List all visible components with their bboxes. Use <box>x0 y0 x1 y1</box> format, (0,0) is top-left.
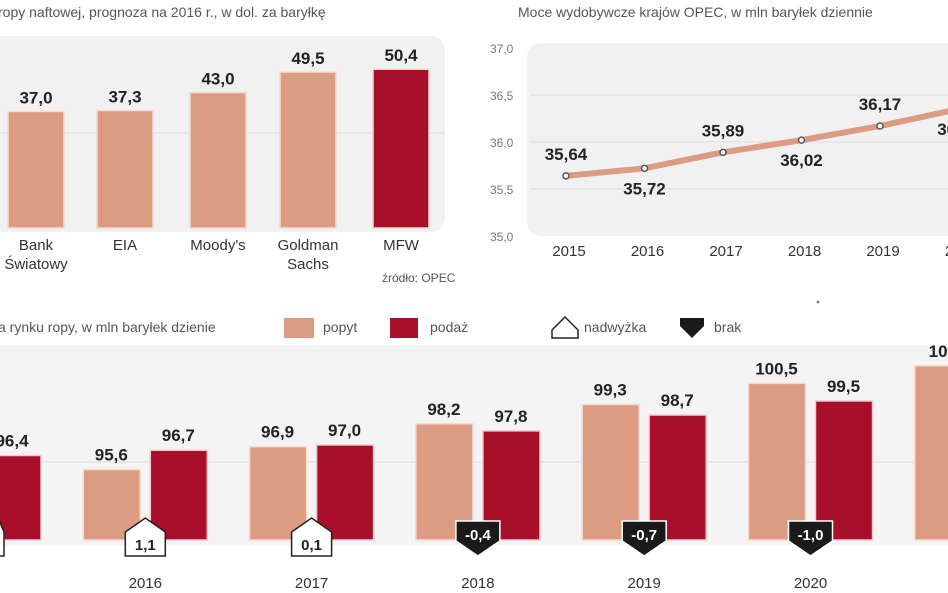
balance-label: -0,4 <box>465 527 492 544</box>
series-line <box>565 108 948 179</box>
bar-value-label: 101 <box>929 342 948 361</box>
balance-label: 0,1 <box>301 537 322 554</box>
bar-value-label: 100,5 <box>755 359 798 378</box>
category-label: Goldman <box>278 237 339 254</box>
bar-2 <box>189 91 247 229</box>
data-label: 36,35 <box>937 120 948 139</box>
bar-value-label: 97,0 <box>328 421 361 440</box>
legend-label-popyt: popyt <box>323 319 357 335</box>
data-point <box>797 136 806 144</box>
bar-podaz <box>0 454 42 541</box>
bar-value-label: 98,2 <box>427 400 460 419</box>
data-point <box>640 164 649 173</box>
x-tick-label: 2017 <box>295 575 328 592</box>
y-tick-label: 36,5 <box>490 89 514 103</box>
chart3-title: a rynku ropy, w mln baryłek dzienie <box>0 319 216 335</box>
deficit-icon <box>621 520 667 557</box>
legend-label-podaz: podaż <box>430 319 468 335</box>
x-tick-label: 2019 <box>866 243 899 260</box>
bar-4 <box>372 68 430 229</box>
x-tick-label: 2016 <box>631 243 664 260</box>
category-label: Światowy <box>4 255 68 273</box>
bar-popyt <box>747 382 807 541</box>
data-label: 36,17 <box>859 95 902 114</box>
y-tick-label: 36,0 <box>490 136 514 150</box>
bar-3 <box>279 71 337 229</box>
surplus-icon <box>551 315 579 339</box>
x-tick-label: 2020 <box>794 575 827 592</box>
bar-value-label: 99,5 <box>827 377 860 396</box>
bar-value-label: 37,0 <box>19 88 52 107</box>
x-tick-label: 2017 <box>709 243 742 260</box>
data-point <box>562 172 570 180</box>
bar-value-label: 96,4 <box>0 432 29 451</box>
balance-label: -0,7 <box>631 527 657 544</box>
bar-value-label: 43,0 <box>201 70 234 89</box>
bar-popyt <box>914 365 948 541</box>
data-label: 35,72 <box>623 179 666 198</box>
x-tick-label: 2015 <box>552 243 585 260</box>
data-label: 35,64 <box>545 145 588 164</box>
bar-1 <box>96 109 154 229</box>
deficit-icon <box>680 318 704 338</box>
x-tick-label: 2020 <box>945 243 948 260</box>
bar-podaz <box>814 400 874 541</box>
data-point <box>876 122 884 130</box>
category-label: Sachs <box>287 256 329 273</box>
bar-value-label: 49,5 <box>291 49 324 68</box>
legend-label-deficit: brak <box>714 319 742 335</box>
surplus-icon <box>124 517 167 557</box>
surplus-icon <box>290 517 333 557</box>
y-tick-label: 37,0 <box>490 42 514 56</box>
data-label: 36,02 <box>780 151 823 170</box>
bar-value-label: 50,4 <box>384 46 418 65</box>
data-label: 35,89 <box>702 121 745 140</box>
bar-value-label: 96,7 <box>162 426 195 445</box>
bar-popyt <box>248 445 308 541</box>
bar-value-label: 95,6 <box>95 446 128 465</box>
x-tick-label: 2018 <box>461 575 494 592</box>
bar-podaz <box>648 414 707 541</box>
legend-swatch-popyt <box>284 318 314 338</box>
bar-value-label: 98,7 <box>661 391 694 410</box>
legend-label-surplus: nadwyżka <box>584 319 646 335</box>
y-tick-label: 35,0 <box>490 230 514 244</box>
chart2-title: Moce wydobywcze krajów OPEC, w mln barył… <box>518 4 873 20</box>
balance-icon <box>0 520 5 557</box>
y-tick-label: 35,5 <box>490 183 514 197</box>
category-label: EIA <box>113 237 137 254</box>
x-tick-label: 2018 <box>788 243 821 260</box>
category-label: Bank <box>19 237 54 254</box>
bar-0 <box>7 110 65 229</box>
chart2-panel <box>527 43 948 236</box>
x-tick-label: 2019 <box>628 575 661 592</box>
bar-podaz <box>149 449 209 541</box>
x-tick-label: 2016 <box>129 575 162 592</box>
category-label: MFW <box>383 237 420 254</box>
bar-popyt <box>581 403 640 541</box>
source-label: źródło: OPEC <box>382 271 456 285</box>
dot-marker <box>816 300 820 304</box>
deficit-icon <box>787 520 834 557</box>
balance-label: 1,1 <box>135 537 156 554</box>
legend-swatch-podaz <box>390 318 418 338</box>
bar-value-label: 97,8 <box>494 407 527 426</box>
chart1-title: ropy naftowej, prognoza na 2016 r., w do… <box>0 4 326 20</box>
bar-value-label: 37,3 <box>108 88 141 107</box>
bar-value-label: 99,3 <box>594 380 627 399</box>
bar-podaz <box>315 444 375 541</box>
bar-value-label: 96,9 <box>261 423 294 442</box>
deficit-icon <box>455 520 501 557</box>
category-label: Moody's <box>190 237 245 254</box>
balance-label: -1,0 <box>798 527 824 544</box>
data-point <box>719 148 727 157</box>
